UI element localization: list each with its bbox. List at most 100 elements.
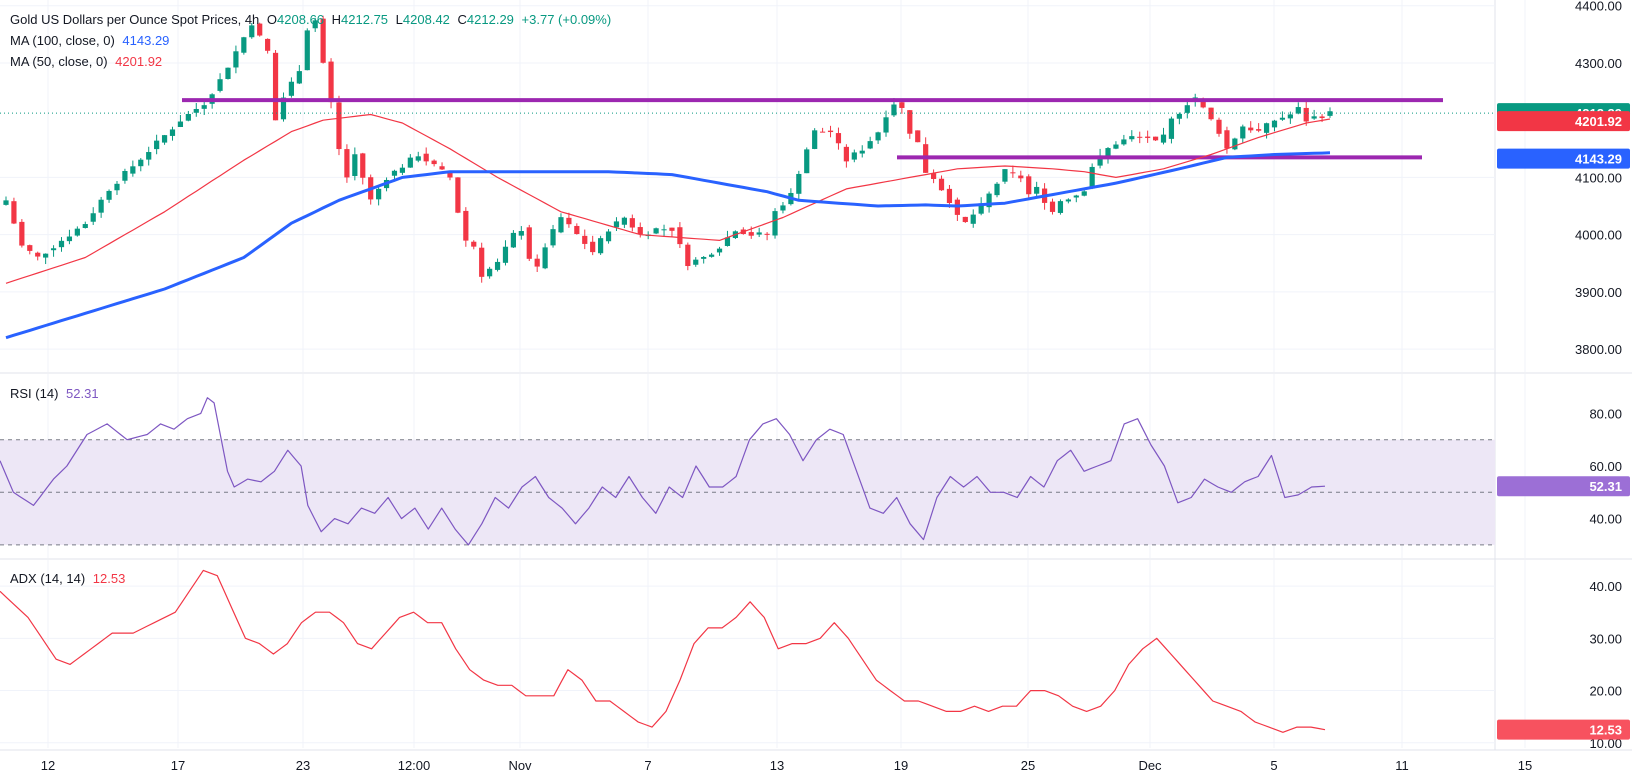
candles xyxy=(3,15,1333,283)
candle-body xyxy=(930,173,937,179)
candle-body xyxy=(883,117,889,133)
candle-body xyxy=(1279,117,1286,120)
candle-body xyxy=(463,210,469,241)
candle-body xyxy=(90,213,96,222)
candle-body xyxy=(35,252,41,257)
candle-body xyxy=(867,141,873,149)
candle-body xyxy=(1010,172,1016,174)
candle xyxy=(566,212,572,228)
candle-body xyxy=(479,247,485,277)
candle xyxy=(851,149,857,163)
candle-body xyxy=(399,167,406,173)
candle xyxy=(796,170,802,200)
price-tick-label: 3900.00 xyxy=(1575,285,1622,300)
ma100-label: MA (100, close, 0) xyxy=(10,33,115,48)
candle-body xyxy=(169,129,176,136)
candle-body xyxy=(582,235,588,244)
candle xyxy=(407,154,413,168)
candle-body xyxy=(154,140,160,150)
candle xyxy=(756,227,762,238)
candle-body xyxy=(1145,136,1151,138)
candle-body xyxy=(1287,114,1293,119)
candle xyxy=(1208,107,1214,121)
candle xyxy=(1057,199,1064,215)
candle xyxy=(590,235,596,256)
candle-body xyxy=(1256,129,1262,131)
candle xyxy=(66,229,73,245)
rsi-tag-label: 52.31 xyxy=(1589,479,1622,494)
candle-body xyxy=(360,153,366,178)
candle-body xyxy=(447,172,453,178)
x-tick-label: 11 xyxy=(1395,758,1409,773)
candle xyxy=(1113,141,1119,150)
ma100-legend[interactable]: MA (100, close, 0) 4143.29 xyxy=(10,31,173,51)
price-panel: 4400.00 4300.00 4100.00 4000.00 3900.00 3800.… xyxy=(0,0,1630,357)
candle xyxy=(217,73,223,93)
candle-body xyxy=(74,228,80,236)
candle-body xyxy=(1208,107,1214,120)
candle xyxy=(598,235,604,255)
candle xyxy=(177,114,184,128)
adx-tag: 12.53 xyxy=(1497,719,1630,740)
candle-body xyxy=(288,81,295,96)
candle-body xyxy=(265,38,271,51)
candle-body xyxy=(130,166,136,174)
candle xyxy=(946,185,953,208)
x-tick-label: 13 xyxy=(770,758,784,773)
candle xyxy=(304,28,310,71)
candle-body xyxy=(114,183,120,191)
low-value: 4208.42 xyxy=(402,12,450,27)
rsi-tag-bg xyxy=(1497,476,1630,497)
candle xyxy=(1271,119,1278,132)
candle-body xyxy=(1089,166,1095,189)
candle-body xyxy=(875,132,881,141)
candle xyxy=(161,134,168,145)
candle-body xyxy=(257,23,263,36)
rsi-value: 52.31 xyxy=(66,386,99,401)
candle-body xyxy=(994,183,1000,196)
candle xyxy=(35,251,41,261)
candle-body xyxy=(724,237,731,246)
rsi-legend[interactable]: RSI (14) 52.31 xyxy=(10,384,103,404)
candle xyxy=(1026,174,1032,200)
candle xyxy=(1137,131,1143,144)
candle xyxy=(312,17,318,32)
candle-body xyxy=(1129,136,1135,140)
price-tag: 4201.92 xyxy=(1497,111,1630,132)
candle-body xyxy=(1081,191,1087,196)
candle xyxy=(1105,147,1111,164)
price-tag: 4143.29 xyxy=(1497,148,1630,169)
candle-body xyxy=(835,133,842,144)
candle xyxy=(1081,190,1087,197)
ma50-legend[interactable]: MA (50, close, 0) 4201.92 xyxy=(10,52,166,72)
candle xyxy=(994,182,1000,198)
candle xyxy=(1311,109,1317,120)
candle xyxy=(352,147,358,181)
ma50-value: 4201.92 xyxy=(115,54,163,69)
candle-body xyxy=(574,225,580,235)
candle-body xyxy=(669,227,675,231)
ma50-line xyxy=(5,113,1331,284)
ma50-label: MA (50, close, 0) xyxy=(10,54,108,69)
candle xyxy=(1232,137,1238,151)
candle-body xyxy=(1319,116,1325,119)
candle-body xyxy=(677,227,683,245)
candle xyxy=(542,243,548,270)
candle-body xyxy=(455,177,461,213)
candle xyxy=(423,147,429,166)
candle xyxy=(1160,127,1167,145)
candle xyxy=(471,240,477,250)
candle xyxy=(1303,101,1309,126)
candle-body xyxy=(946,188,953,204)
candle-body xyxy=(146,152,152,160)
candle-body xyxy=(756,232,762,235)
candle xyxy=(399,164,406,175)
candle xyxy=(1176,112,1182,125)
candle xyxy=(772,208,778,239)
candle-body xyxy=(986,193,992,208)
candle-body xyxy=(138,159,144,167)
adx-legend[interactable]: ADX (14, 14) 12.53 xyxy=(10,569,129,589)
candle-body xyxy=(1224,130,1230,149)
x-axis: 12 17 23 12:00 Nov 7 13 19 25 Dec 5 11 15 xyxy=(41,0,1532,773)
